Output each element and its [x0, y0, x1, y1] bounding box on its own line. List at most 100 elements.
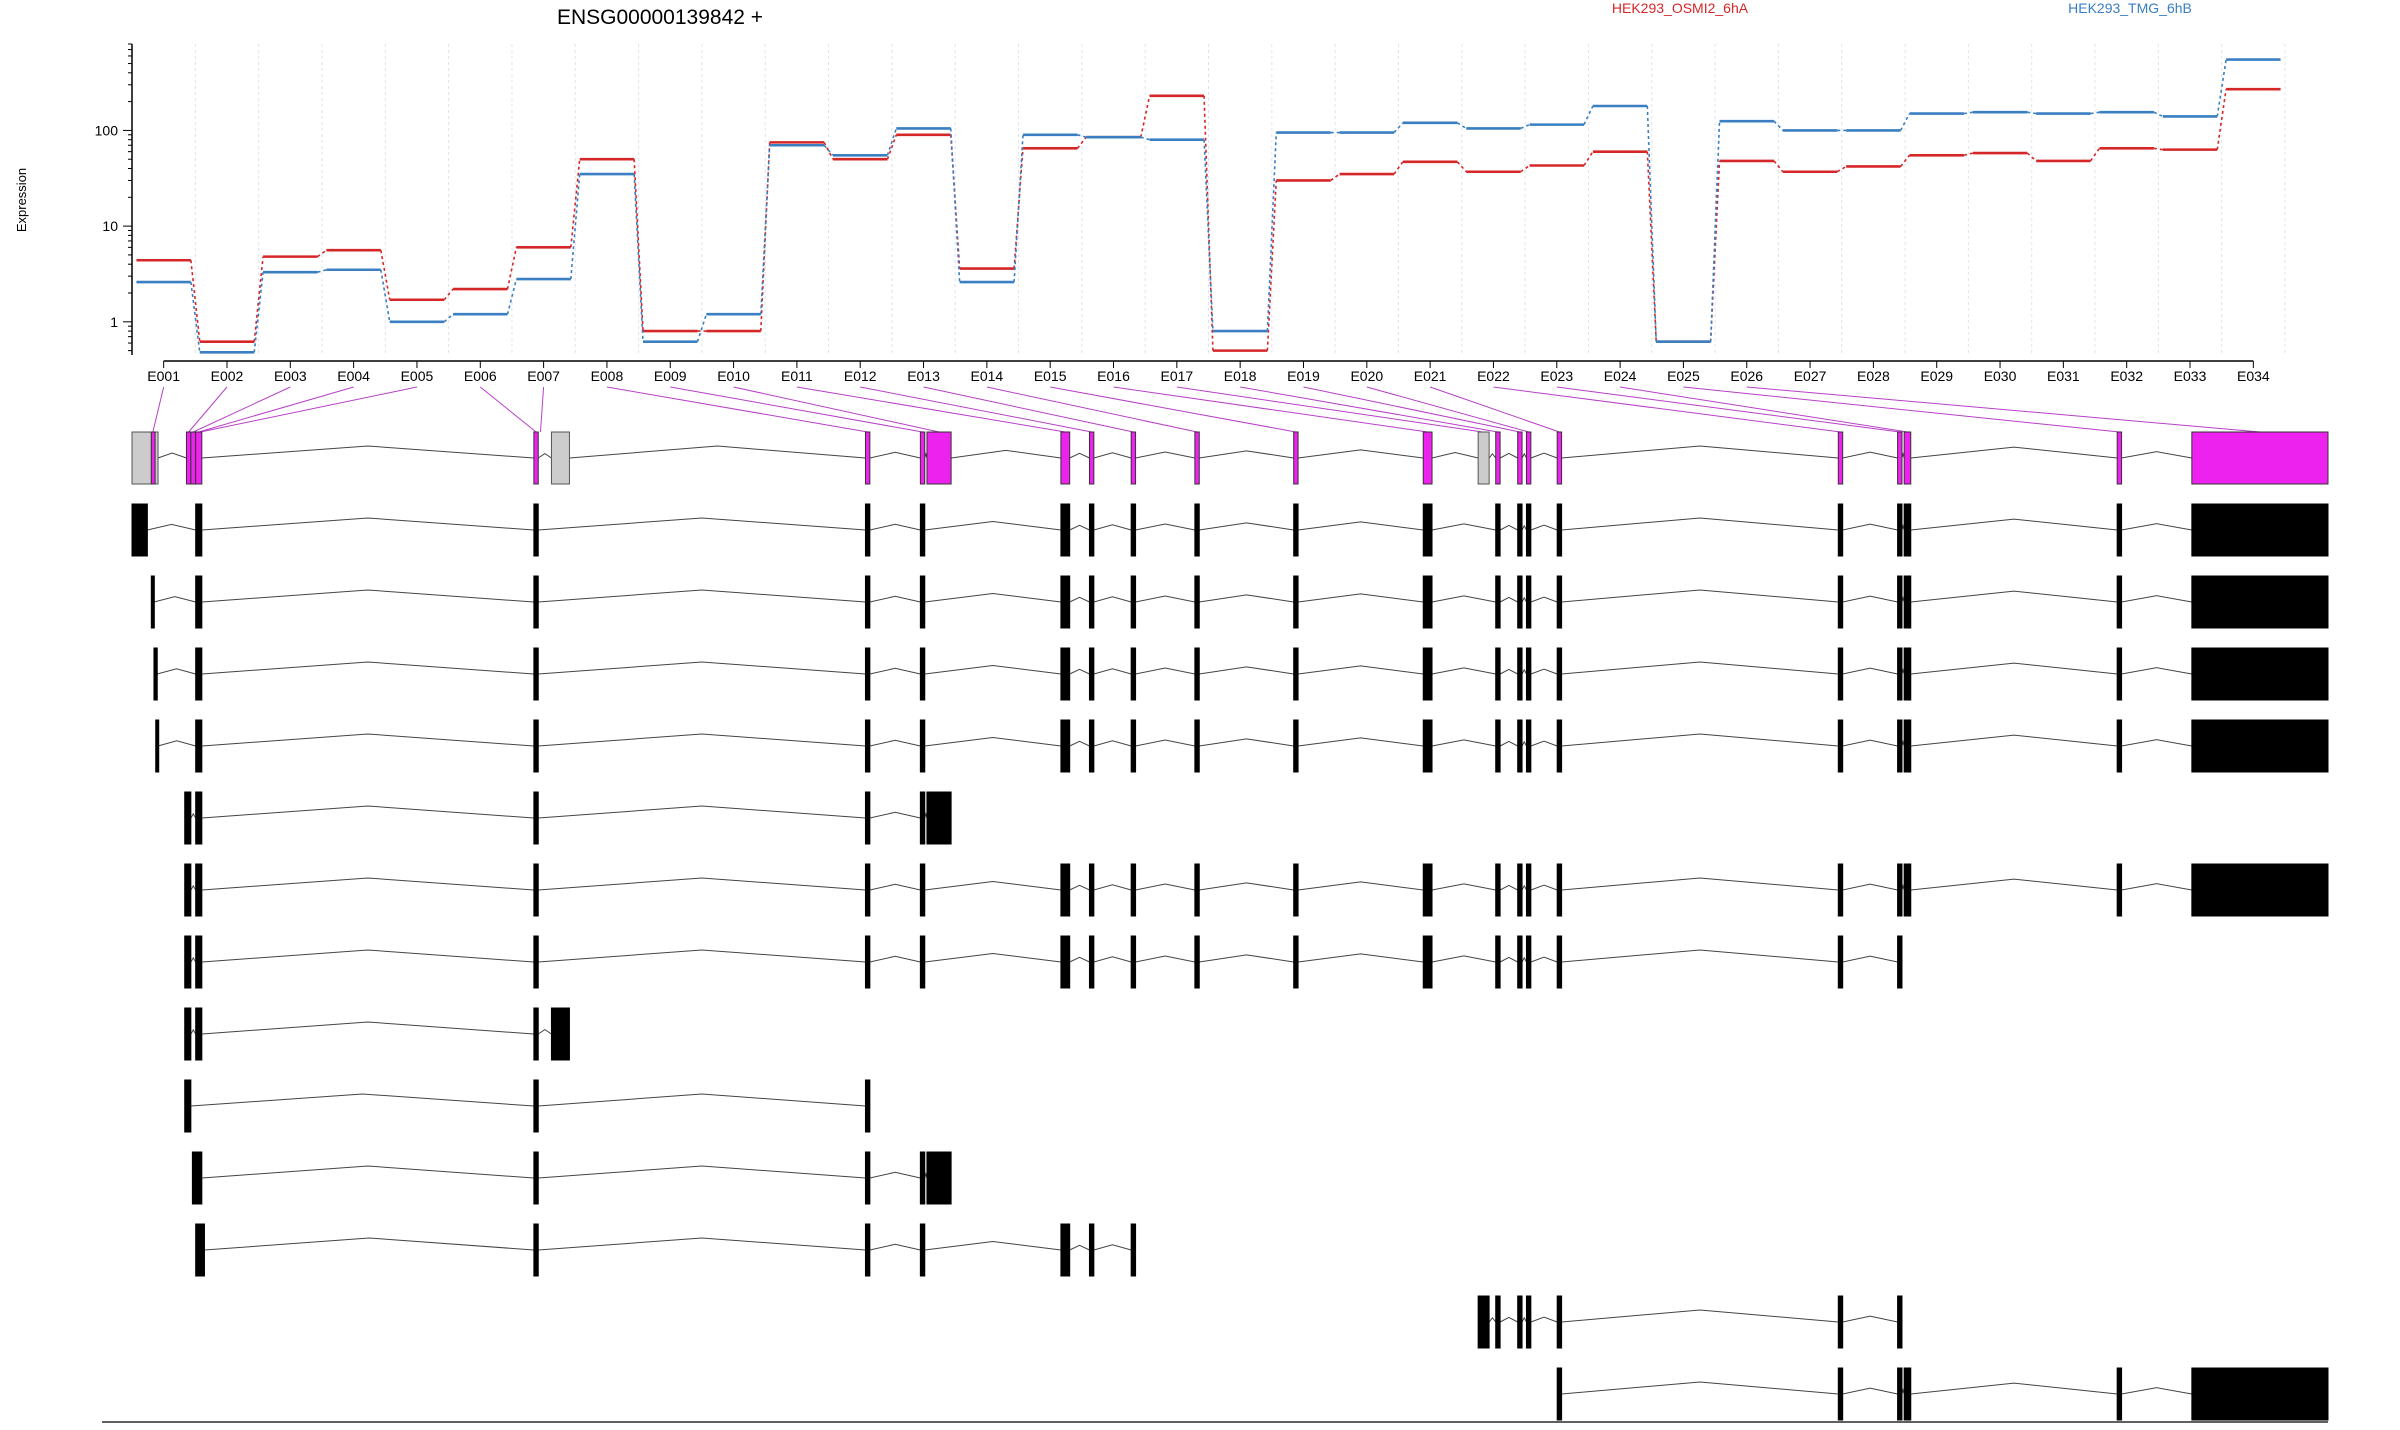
series-transition — [1077, 134, 1087, 138]
intron-line — [1521, 524, 1527, 531]
intron-line — [201, 1021, 534, 1035]
genomic-tick-label: 113240924 — [1317, 1427, 1386, 1430]
intron-line — [190, 812, 197, 819]
intron-line — [869, 667, 921, 675]
transcript-exon — [195, 935, 203, 989]
expression-series — [136, 58, 2281, 354]
transcript-exon — [2116, 575, 2123, 629]
transcript-exon — [864, 503, 871, 557]
intron-line — [2121, 451, 2192, 459]
transcript-exon — [1194, 503, 1200, 557]
exon-connector — [1366, 386, 1529, 433]
exon-connector — [1303, 386, 1520, 433]
intron-line — [1521, 668, 1527, 675]
transcript-exon — [1837, 935, 1844, 989]
series-transition — [1013, 134, 1024, 283]
transcript-exon — [195, 1007, 203, 1061]
intron-line — [1298, 881, 1424, 891]
x-tick-label: E022 — [1477, 368, 1510, 384]
transcript-exon — [1897, 1295, 1903, 1349]
intron-line — [153, 596, 196, 603]
gene-model-exon — [1088, 431, 1095, 485]
series-transition — [190, 260, 201, 342]
intron-line — [1298, 665, 1424, 675]
transcript-exon — [919, 863, 926, 917]
transcript-exon — [1517, 719, 1523, 773]
exon-connector — [670, 386, 923, 433]
intron-line — [201, 445, 534, 459]
intron-line — [1135, 451, 1195, 459]
intron-line — [1135, 955, 1195, 963]
transcript-exon — [1897, 935, 1903, 989]
transcript-exon — [1130, 719, 1137, 773]
gene-model-exon — [926, 431, 952, 485]
exon-connector — [1746, 386, 2260, 433]
transcript-exon — [2116, 863, 2123, 917]
intron-line — [1069, 740, 1090, 747]
intron-line — [1521, 884, 1527, 891]
transcript-exon — [1897, 719, 1903, 773]
transcript-exon — [1517, 935, 1523, 989]
transcript-exon — [1903, 1367, 1912, 1421]
series-transition — [1393, 122, 1404, 134]
series-transition — [317, 249, 327, 258]
exon-connector — [198, 386, 354, 433]
transcript-exon — [550, 1007, 570, 1061]
intron-line — [1910, 1382, 2118, 1395]
transcript-exon — [1060, 1223, 1071, 1277]
transcript-exon — [131, 503, 148, 557]
intron-line — [1069, 1244, 1090, 1251]
legend-label-tmg: HEK293_TMG_6hB — [2068, 0, 2192, 16]
exon-connector — [152, 386, 165, 433]
genomic-tick-label: 113208193 — [97, 1427, 166, 1430]
x-tick-label: E026 — [1730, 368, 1763, 384]
intron-line — [201, 1165, 534, 1179]
x-tick-label: E013 — [907, 368, 940, 384]
transcript-exon — [1556, 647, 1563, 701]
transcript-exon — [533, 863, 539, 917]
intron-line — [1093, 452, 1132, 459]
gene-model-exon — [185, 431, 192, 485]
transcript-exon — [1525, 503, 1532, 557]
x-tick-label: E017 — [1160, 368, 1193, 384]
transcript-exon — [2116, 503, 2123, 557]
transcript-exon — [1495, 575, 1501, 629]
intron-line — [1135, 523, 1195, 531]
x-tick-label: E011 — [781, 368, 813, 384]
intron-line — [869, 1243, 921, 1251]
intron-line — [1069, 452, 1090, 459]
transcript-exon — [1477, 1295, 1490, 1349]
transcript-exon — [2116, 719, 2123, 773]
x-tick-label: E001 — [147, 368, 180, 384]
series-transition — [1583, 151, 1594, 166]
intron-line — [537, 452, 552, 459]
transcript-exon — [2191, 719, 2329, 773]
transcript-exon — [1495, 935, 1501, 989]
x-tick-label: E005 — [401, 368, 434, 384]
intron-line — [1499, 452, 1518, 459]
transcript-exon — [155, 719, 160, 773]
x-tick-label: E027 — [1794, 368, 1827, 384]
genomic-tick-label: 113260562 — [2049, 1427, 2118, 1430]
intron-line — [2121, 739, 2192, 747]
gene-model-exon — [1194, 431, 1200, 485]
intron-line — [204, 1237, 534, 1251]
intron-line — [2121, 1387, 2192, 1395]
intron-line — [1431, 451, 1479, 459]
gene-model-exon — [1495, 431, 1501, 485]
transcript-exon — [1897, 503, 1903, 557]
intron-line — [869, 451, 921, 459]
exon-connector — [1050, 386, 1296, 433]
gene-model-exon — [2116, 431, 2123, 485]
transcript-exon — [533, 719, 539, 773]
transcript-exon — [1525, 647, 1532, 701]
transcript-exon — [2191, 1367, 2329, 1421]
x-tick-label: E016 — [1097, 368, 1130, 384]
transcript-exon — [1293, 575, 1299, 629]
transcript-exon — [533, 1223, 539, 1277]
intron-line — [538, 733, 866, 747]
genomic-tick-label: 113247470 — [1561, 1427, 1630, 1430]
series-transition — [506, 247, 518, 290]
series-transition — [1393, 161, 1404, 175]
transcript-exon — [864, 935, 871, 989]
